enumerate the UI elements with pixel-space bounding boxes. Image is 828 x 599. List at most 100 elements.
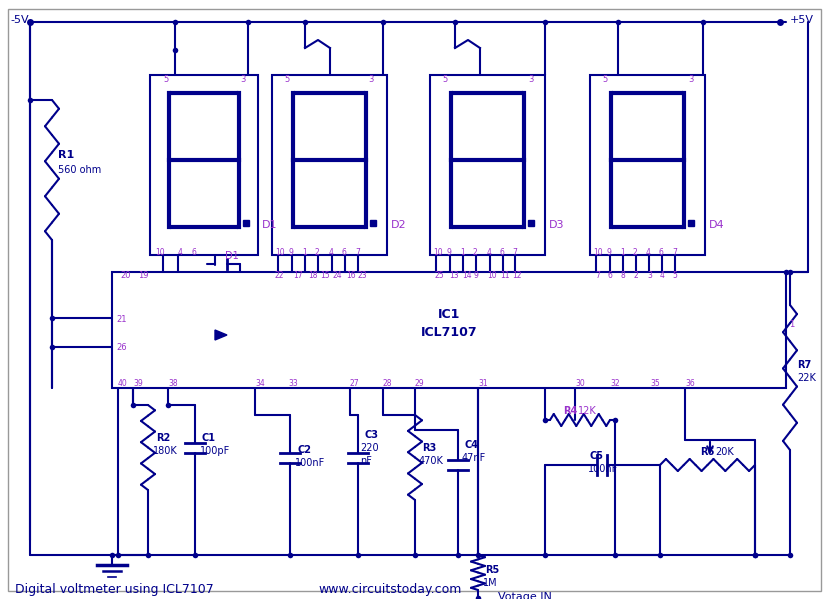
Text: C3: C3 (364, 430, 378, 440)
Bar (590, 75, 704, 255)
Text: 10: 10 (592, 249, 602, 258)
Text: 6: 6 (499, 249, 504, 258)
Text: D1: D1 (262, 220, 277, 230)
Text: 5: 5 (672, 271, 676, 280)
Text: 7: 7 (595, 271, 599, 280)
Text: R6: R6 (699, 447, 714, 457)
Text: D3: D3 (548, 220, 564, 230)
Text: 13: 13 (449, 271, 458, 280)
Text: 18: 18 (308, 271, 317, 280)
Text: 7: 7 (512, 249, 516, 258)
Text: 3: 3 (646, 271, 651, 280)
Text: 6: 6 (607, 271, 612, 280)
Text: 4: 4 (659, 271, 664, 280)
Polygon shape (214, 330, 227, 340)
Text: C1: C1 (202, 433, 216, 443)
Text: C4: C4 (465, 440, 479, 450)
Text: R7: R7 (796, 360, 811, 370)
Text: 100nF: 100nF (295, 458, 325, 468)
Text: 31: 31 (478, 380, 487, 389)
Text: 2: 2 (633, 271, 638, 280)
Text: R5: R5 (484, 565, 498, 575)
Text: 560 ohm: 560 ohm (58, 165, 101, 175)
Text: 8: 8 (620, 271, 625, 280)
Text: 16: 16 (345, 271, 355, 280)
Text: 220: 220 (359, 443, 378, 453)
Text: 36: 36 (684, 380, 694, 389)
Text: 9: 9 (289, 249, 293, 258)
Text: R2: R2 (156, 433, 170, 443)
Bar (112, 272, 785, 388)
Bar (430, 75, 544, 255)
Text: 34: 34 (255, 380, 264, 389)
Text: 20: 20 (120, 271, 130, 280)
Text: www.circuitstoday.com: www.circuitstoday.com (318, 583, 461, 597)
Text: 38: 38 (168, 380, 177, 389)
Text: 3: 3 (368, 75, 373, 84)
Text: 15: 15 (320, 271, 330, 280)
Text: 3: 3 (240, 75, 245, 84)
Text: 9: 9 (446, 249, 451, 258)
Text: 4: 4 (329, 249, 334, 258)
Text: 470K: 470K (418, 456, 443, 466)
Text: 14: 14 (461, 271, 471, 280)
Text: 23: 23 (358, 271, 367, 280)
Text: 6: 6 (342, 249, 346, 258)
Text: 1: 1 (460, 249, 465, 258)
Text: 22: 22 (275, 271, 284, 280)
Text: 10: 10 (155, 249, 165, 258)
Text: nF: nF (359, 456, 372, 466)
Text: 3: 3 (687, 75, 692, 84)
Text: 5: 5 (163, 75, 168, 84)
Text: 2: 2 (633, 249, 637, 258)
Text: D4: D4 (708, 220, 724, 230)
Bar (272, 75, 387, 255)
Text: +5V: +5V (789, 15, 813, 25)
Text: 1: 1 (788, 320, 793, 329)
Text: 12: 12 (512, 271, 521, 280)
Text: 20K: 20K (714, 447, 733, 457)
Text: R3: R3 (421, 443, 436, 453)
Text: R4: R4 (562, 406, 576, 416)
Text: 9: 9 (606, 249, 611, 258)
Text: R1: R1 (58, 150, 75, 160)
Text: Votage IN: Votage IN (498, 592, 551, 599)
Text: 4: 4 (486, 249, 491, 258)
Text: 11: 11 (499, 271, 509, 280)
Text: D1: D1 (224, 251, 238, 261)
Text: 25: 25 (435, 271, 444, 280)
Text: 39: 39 (132, 380, 142, 389)
Text: 17: 17 (292, 271, 302, 280)
Text: 9: 9 (474, 271, 479, 280)
Text: 40: 40 (118, 380, 128, 389)
Text: D2: D2 (391, 220, 407, 230)
Text: 1M: 1M (483, 578, 497, 588)
Text: 10: 10 (486, 271, 496, 280)
Text: Digital voltmeter using ICL7107: Digital voltmeter using ICL7107 (15, 583, 214, 597)
Text: 5: 5 (441, 75, 447, 84)
Text: 47nF: 47nF (461, 453, 486, 463)
Text: IC1: IC1 (437, 308, 460, 322)
Text: 10: 10 (432, 249, 442, 258)
Text: C2: C2 (297, 445, 311, 455)
Text: 27: 27 (349, 380, 359, 389)
Text: C5: C5 (590, 451, 604, 461)
Text: 2: 2 (473, 249, 477, 258)
Text: 5: 5 (601, 75, 607, 84)
Text: 35: 35 (649, 380, 659, 389)
Text: 4: 4 (178, 249, 183, 258)
Text: -5V: -5V (10, 15, 29, 25)
Text: 4: 4 (645, 249, 650, 258)
Text: 24: 24 (333, 271, 342, 280)
Text: 1: 1 (301, 249, 306, 258)
Text: ICL7107: ICL7107 (420, 326, 477, 340)
Text: 28: 28 (383, 380, 392, 389)
Text: 32: 32 (609, 380, 619, 389)
Text: 26: 26 (116, 343, 127, 352)
Text: 5: 5 (284, 75, 289, 84)
Text: 10: 10 (275, 249, 284, 258)
Text: 3: 3 (527, 75, 532, 84)
Text: 21: 21 (116, 316, 127, 325)
Text: 12K: 12K (577, 406, 596, 416)
Text: 1: 1 (619, 249, 624, 258)
